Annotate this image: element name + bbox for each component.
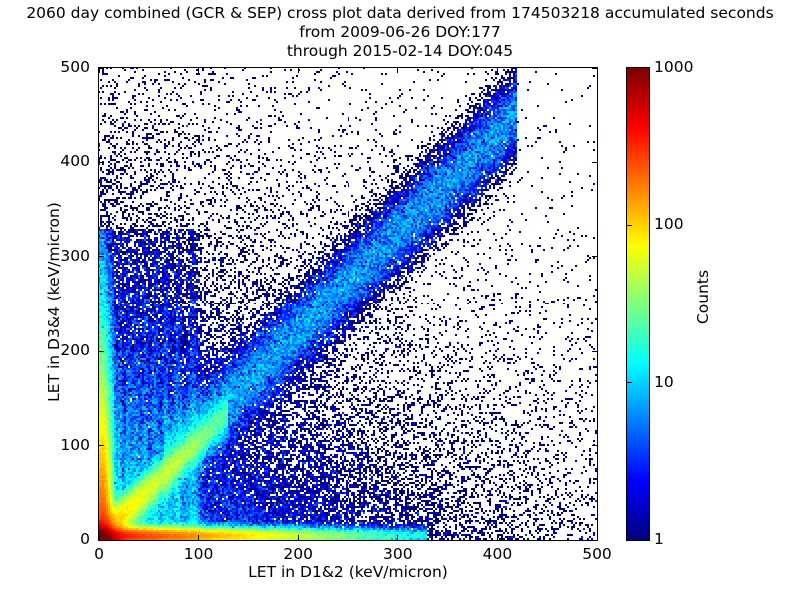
colorbar-tick-label-1: 1 xyxy=(654,530,664,548)
chart-title-line-2: from 2009-06-26 DOY:177 xyxy=(299,23,501,41)
y-tick-label-0: 0 xyxy=(80,530,90,548)
y-tick-label-500: 500 xyxy=(60,58,90,76)
chart-title-line-3: through 2015-02-14 DOY:045 xyxy=(286,42,514,60)
y-tick-mark-right-100 xyxy=(592,445,597,447)
y-tick-mark-200 xyxy=(99,350,104,352)
y-tick-mark-right-300 xyxy=(592,256,597,258)
chart-title-line-1: 2060 day combined (GCR & SEP) cross plot… xyxy=(26,4,774,22)
y-tick-label-400: 400 xyxy=(60,152,90,171)
x-tick-mark-top-0 xyxy=(98,68,100,73)
y-tick-mark-0 xyxy=(99,539,104,541)
x-tick-label-400: 400 xyxy=(482,545,513,563)
x-tick-label-0: 0 xyxy=(94,545,104,563)
y-axis-title: LET in D3&4 (keV/micron) xyxy=(45,202,63,402)
y-tick-mark-300 xyxy=(99,256,104,258)
x-tick-mark-500 xyxy=(596,535,598,540)
x-tick-mark-300 xyxy=(397,535,399,540)
x-tick-mark-100 xyxy=(198,535,200,540)
colorbar-tick-mark-100 xyxy=(627,224,632,226)
y-tick-label-200: 200 xyxy=(60,341,90,360)
x-tick-label-500: 500 xyxy=(582,545,612,563)
colorbar-tick-label-100: 100 xyxy=(654,215,684,234)
x-tick-label-200: 200 xyxy=(283,545,313,563)
y-tick-label-300: 300 xyxy=(60,246,90,265)
y-tick-label-100: 100 xyxy=(60,435,90,454)
colorbar xyxy=(626,67,650,541)
y-tick-mark-500 xyxy=(99,67,104,69)
y-tick-mark-400 xyxy=(99,161,104,163)
x-tick-mark-top-500 xyxy=(596,68,598,73)
y-tick-mark-right-0 xyxy=(592,539,597,541)
x-tick-mark-top-100 xyxy=(198,68,200,73)
x-tick-mark-0 xyxy=(98,535,100,540)
y-tick-mark-right-200 xyxy=(592,350,597,352)
x-tick-mark-top-200 xyxy=(297,68,299,73)
x-tick-mark-top-400 xyxy=(496,68,498,73)
y-tick-mark-right-500 xyxy=(592,67,597,69)
colorbar-title: Counts xyxy=(694,269,712,325)
x-tick-label-300: 300 xyxy=(383,545,413,563)
x-axis-title: LET in D1&2 (keV/micron) xyxy=(248,563,448,581)
colorbar-tick-label-1000: 1000 xyxy=(654,58,694,76)
colorbar-gradient xyxy=(627,68,649,540)
density-heatmap-canvas xyxy=(99,68,597,540)
colorbar-tick-label-10: 10 xyxy=(654,372,674,391)
x-tick-mark-200 xyxy=(297,535,299,540)
colorbar-tick-mark-10 xyxy=(627,382,632,384)
x-tick-label-100: 100 xyxy=(183,545,214,563)
y-tick-mark-right-400 xyxy=(592,161,597,163)
y-tick-mark-100 xyxy=(99,445,104,447)
plot-area xyxy=(98,67,598,541)
x-tick-mark-top-300 xyxy=(397,68,399,73)
x-tick-mark-400 xyxy=(496,535,498,540)
